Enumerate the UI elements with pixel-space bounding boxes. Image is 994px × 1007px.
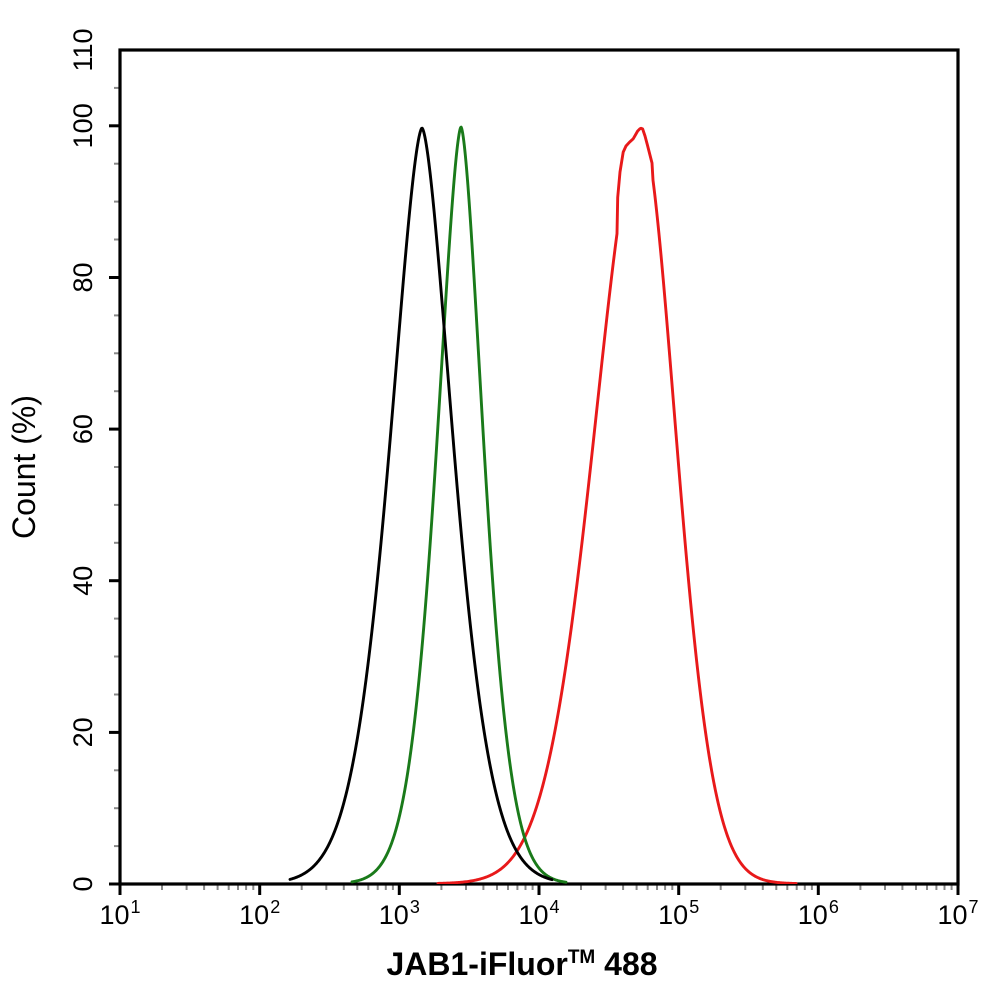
svg-text:60: 60 (68, 414, 98, 444)
svg-text:100: 100 (68, 103, 98, 148)
svg-text:80: 80 (68, 262, 98, 292)
svg-text:20: 20 (68, 717, 98, 747)
svg-text:Count (%): Count (%) (6, 395, 42, 539)
svg-text:40: 40 (68, 566, 98, 596)
svg-text:0: 0 (68, 876, 98, 891)
svg-text:JAB1-iFluorTM 488: JAB1-iFluorTM 488 (386, 946, 657, 982)
svg-text:110: 110 (68, 28, 98, 71)
